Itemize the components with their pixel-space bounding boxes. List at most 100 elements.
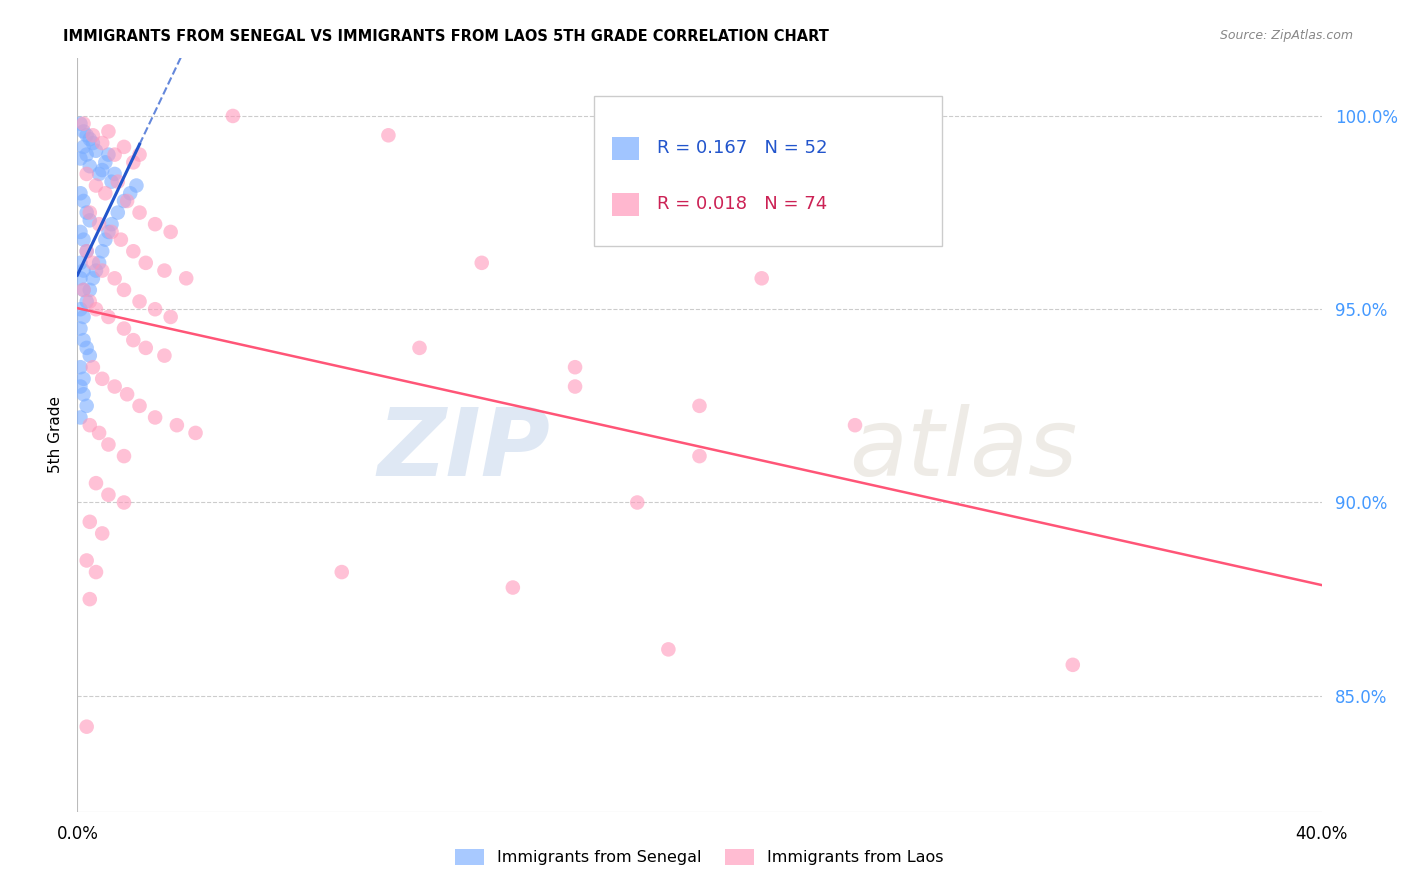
Point <box>79 159 101 173</box>
Point <box>87 425 110 440</box>
Point <box>91 263 114 277</box>
Text: R = 0.018   N = 74: R = 0.018 N = 74 <box>657 195 827 213</box>
Point <box>112 194 135 208</box>
Point <box>72 233 94 247</box>
Point <box>72 263 94 277</box>
Point <box>143 410 166 425</box>
Point <box>112 140 135 154</box>
Point <box>159 310 181 324</box>
Point <box>69 410 91 425</box>
Text: atlas: atlas <box>849 404 1077 495</box>
Point <box>110 233 132 247</box>
Point <box>377 128 399 143</box>
Text: R = 0.167   N = 52: R = 0.167 N = 52 <box>657 139 828 157</box>
Point <box>143 302 166 317</box>
Point <box>76 294 98 309</box>
Point <box>91 526 114 541</box>
Point <box>72 283 94 297</box>
Point <box>76 205 98 219</box>
Point <box>76 399 98 413</box>
Point <box>72 372 94 386</box>
Point <box>135 256 157 270</box>
Point <box>97 488 120 502</box>
Point <box>91 163 114 178</box>
Point <box>69 117 91 131</box>
Point <box>87 217 110 231</box>
Point <box>135 341 157 355</box>
Point <box>97 225 120 239</box>
Point <box>76 128 98 143</box>
Point <box>82 271 104 285</box>
Point <box>97 310 120 324</box>
Point <box>82 256 104 270</box>
Point <box>72 117 94 131</box>
Point <box>69 152 91 166</box>
Point <box>128 147 150 161</box>
Point <box>120 186 142 201</box>
Point <box>97 437 120 451</box>
Point <box>408 341 430 355</box>
Point <box>502 581 524 595</box>
Point <box>564 379 586 393</box>
Point <box>97 147 120 161</box>
Point <box>97 124 120 138</box>
Point <box>166 418 188 433</box>
Text: IMMIGRANTS FROM SENEGAL VS IMMIGRANTS FROM LAOS 5TH GRADE CORRELATION CHART: IMMIGRANTS FROM SENEGAL VS IMMIGRANTS FR… <box>63 29 830 44</box>
Point <box>128 294 150 309</box>
Point <box>100 175 122 189</box>
Point <box>112 495 135 509</box>
Point <box>104 379 127 393</box>
Point <box>72 194 94 208</box>
Point <box>76 720 98 734</box>
Point <box>72 140 94 154</box>
Point <box>69 225 91 239</box>
Point <box>82 136 104 150</box>
Y-axis label: 5th Grade: 5th Grade <box>48 396 63 474</box>
Point <box>69 360 91 375</box>
Point <box>100 217 122 231</box>
Point <box>84 178 107 193</box>
Point <box>69 321 91 335</box>
Point <box>72 283 94 297</box>
Point <box>76 341 98 355</box>
Point <box>87 256 110 270</box>
Point <box>84 144 107 158</box>
Point <box>79 349 101 363</box>
Point <box>125 178 148 193</box>
Point <box>82 360 104 375</box>
Point <box>87 167 110 181</box>
Point <box>330 565 353 579</box>
Point <box>84 302 107 317</box>
Point <box>657 642 679 657</box>
Point <box>184 425 207 440</box>
FancyBboxPatch shape <box>613 193 638 216</box>
Point <box>689 449 711 463</box>
Point <box>107 205 129 219</box>
Point <box>79 283 101 297</box>
Text: Source: ZipAtlas.com: Source: ZipAtlas.com <box>1219 29 1353 42</box>
Point <box>72 387 94 401</box>
Point <box>112 321 135 335</box>
Point <box>128 399 150 413</box>
Point <box>1062 657 1084 672</box>
Point <box>626 495 648 509</box>
Point <box>79 294 101 309</box>
Point <box>94 233 117 247</box>
Point <box>689 399 711 413</box>
Point <box>471 256 494 270</box>
FancyBboxPatch shape <box>613 137 638 160</box>
Point <box>104 147 127 161</box>
Point <box>104 271 127 285</box>
Point <box>69 302 91 317</box>
Point <box>84 476 107 491</box>
Point <box>79 213 101 227</box>
Point <box>79 592 101 607</box>
Point <box>76 244 98 259</box>
Point <box>84 263 107 277</box>
Point <box>174 271 197 285</box>
Point <box>76 167 98 181</box>
Point <box>84 565 107 579</box>
Point <box>72 124 94 138</box>
Point <box>91 244 114 259</box>
Point <box>564 360 586 375</box>
